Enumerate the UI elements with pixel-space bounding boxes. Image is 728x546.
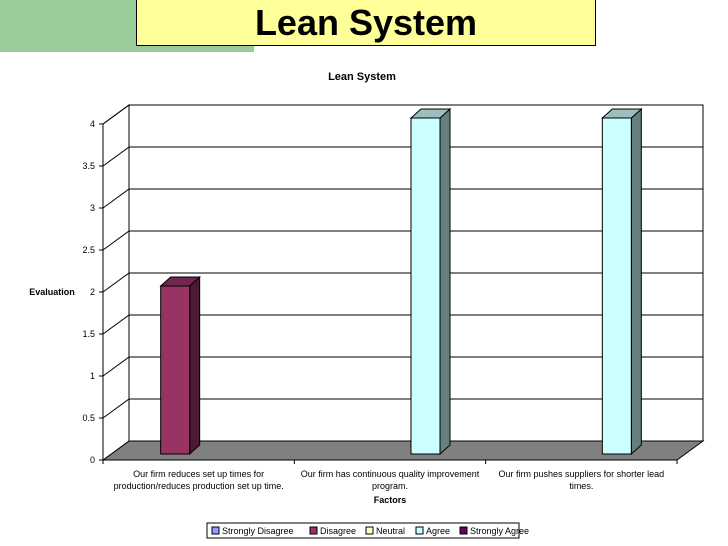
y-tick-label: 2 bbox=[90, 287, 95, 297]
bar-side bbox=[439, 107, 451, 456]
legend-swatch bbox=[365, 526, 374, 535]
bar bbox=[410, 117, 441, 455]
y-tick-label: 3.5 bbox=[82, 161, 95, 171]
gridline bbox=[102, 146, 703, 167]
legend-label: Strongly Agree bbox=[470, 526, 529, 536]
legend-box bbox=[206, 522, 520, 539]
y-tick-label: 1 bbox=[90, 371, 95, 381]
legend-swatch bbox=[309, 526, 318, 535]
x-category-label: Our firm reduces set up times for product… bbox=[114, 469, 284, 491]
gridline bbox=[102, 230, 703, 251]
legend-label: Neutral bbox=[376, 526, 405, 536]
legend-label: Disagree bbox=[320, 526, 356, 536]
y-tick-label: 1.5 bbox=[82, 329, 95, 339]
legend-swatch bbox=[211, 526, 220, 535]
chart-title: Lean System bbox=[328, 71, 396, 83]
gridline bbox=[102, 104, 703, 125]
bar-side bbox=[189, 275, 201, 456]
bar bbox=[160, 285, 191, 455]
x-category-label: Our firm has continuous quality improvem… bbox=[301, 469, 480, 491]
legend-label: Strongly Disagree bbox=[222, 526, 294, 536]
y-axis-label: Evaluation bbox=[29, 287, 75, 297]
bar-side bbox=[630, 107, 642, 456]
x-category-label: Our firm pushes suppliers for shorter le… bbox=[499, 469, 665, 491]
y-tick-label: 2.5 bbox=[82, 245, 95, 255]
y-tick-label: 3 bbox=[90, 203, 95, 213]
gridline bbox=[102, 356, 703, 377]
x-axis-label: Factors bbox=[374, 495, 407, 505]
gridline bbox=[102, 188, 703, 209]
y-tick-label: 4 bbox=[90, 119, 95, 129]
bar bbox=[601, 117, 632, 455]
gridline bbox=[102, 314, 703, 335]
legend-swatch bbox=[415, 526, 424, 535]
gridline bbox=[102, 398, 703, 419]
legend-label: Agree bbox=[426, 526, 450, 536]
slide-title: Lean System bbox=[136, 0, 596, 46]
y-tick-label: 0.5 bbox=[82, 413, 95, 423]
gridline bbox=[102, 272, 703, 293]
y-tick-label: 0 bbox=[90, 455, 95, 465]
legend-swatch bbox=[459, 526, 468, 535]
